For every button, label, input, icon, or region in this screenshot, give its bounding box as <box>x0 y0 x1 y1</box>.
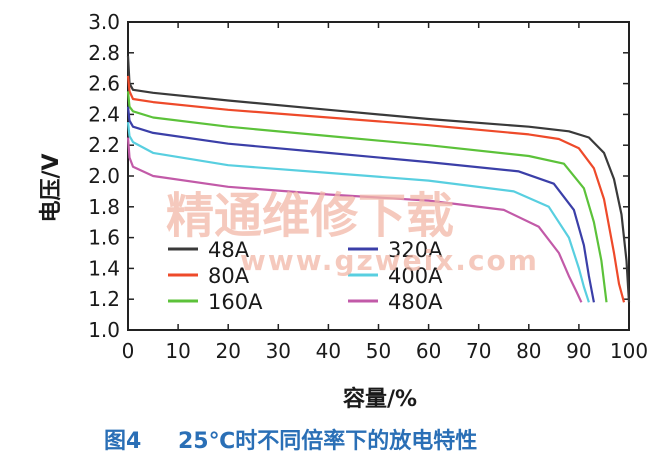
series-line-80A <box>126 75 626 303</box>
legend-item-160A: 160A <box>168 290 263 314</box>
y-tick-label: 2.4 <box>88 102 120 126</box>
y-tick-label: 1.8 <box>88 195 120 219</box>
legend-item-48A: 48A <box>168 238 250 262</box>
legend-item-320A: 320A <box>348 238 443 262</box>
legend-label: 48A <box>208 238 250 262</box>
y-tick-label: 1.6 <box>88 226 120 250</box>
y-tick-label: 2.6 <box>88 72 120 96</box>
x-axis-label: 容量/% <box>343 386 417 412</box>
watermark-url: www.gzweix.com <box>240 244 539 277</box>
y-tick-label: 1.4 <box>88 256 120 280</box>
x-tick-label: 70 <box>466 339 491 363</box>
y-tick-label: 1.0 <box>88 318 120 342</box>
legend-label: 480A <box>388 290 443 314</box>
y-tick-label: 2.0 <box>88 164 120 188</box>
x-tick-label: 80 <box>516 339 541 363</box>
series-line-480A <box>126 137 583 303</box>
legend-item-480A: 480A <box>348 290 443 314</box>
legend-label: 80A <box>208 264 250 288</box>
y-axis-label: 电压/V <box>39 153 64 222</box>
y-tick-label: 1.2 <box>88 287 120 311</box>
x-tick-label: 20 <box>215 339 240 363</box>
series-line-320A <box>126 106 595 303</box>
y-tick-label: 3.0 <box>88 10 120 34</box>
legend-label: 160A <box>208 290 263 314</box>
x-tick-label: 30 <box>266 339 291 363</box>
x-tick-label: 90 <box>566 339 591 363</box>
axes: 0 10 20 30 40 50 60 70 80 90 100 1.0 1.2 1.4 1.6 1.8 2.0… <box>88 10 648 363</box>
x-tick-label: 10 <box>165 339 190 363</box>
x-tick-label: 60 <box>416 339 441 363</box>
series-line-160A <box>126 91 608 303</box>
legend-label: 320A <box>388 238 443 262</box>
y-tick-label: 2.8 <box>88 41 120 65</box>
x-tick-label: 0 <box>122 339 135 363</box>
legend-item-400A: 400A <box>348 264 443 288</box>
y-tick-label: 2.2 <box>88 133 120 157</box>
watermark-chinese: 精通维修下载 <box>166 188 454 244</box>
watermark: 精通维修下载 www.gzweix.com <box>166 188 539 277</box>
x-tick-label: 100 <box>610 339 648 363</box>
legend-label: 400A <box>388 264 443 288</box>
legend-item-80A: 80A <box>168 264 250 288</box>
series-line-400A <box>126 121 590 303</box>
series-layer <box>126 55 631 303</box>
figure-number: 图4 <box>104 429 141 454</box>
figure-caption: 25℃时不同倍率下的放电特性 <box>178 428 477 454</box>
x-tick-label: 50 <box>366 339 391 363</box>
x-tick-label: 40 <box>316 339 341 363</box>
series-line-48A <box>126 55 631 303</box>
